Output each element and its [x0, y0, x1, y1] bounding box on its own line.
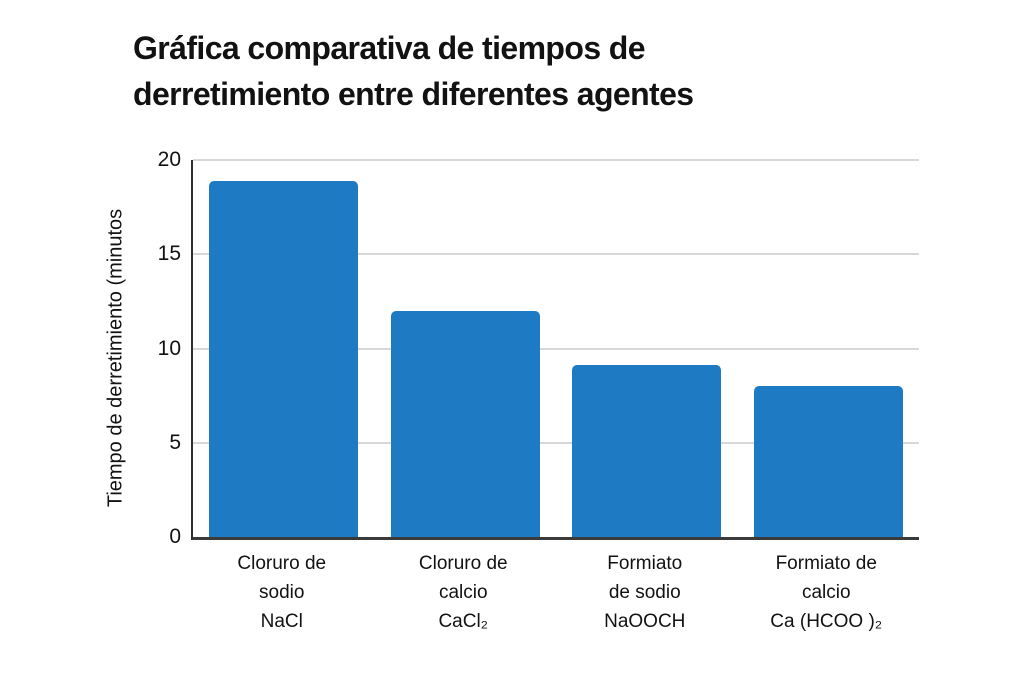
y-ticks-layer: 0 5 10 15 20 — [0, 148, 181, 548]
y-tick-label-20: 20 — [157, 148, 181, 171]
x-tick-label-line: Ca (HCOO )₂ — [770, 611, 883, 632]
bar-slot-3 — [556, 160, 738, 537]
gridline-20 — [193, 159, 919, 161]
plot-area — [191, 159, 919, 540]
x-tick-label-line: Formiato — [607, 553, 683, 574]
x-tick-label-line: Cloruro de — [418, 553, 508, 574]
x-tick-label-line: NaCl — [260, 611, 303, 632]
y-tick-label-15: 15 — [157, 242, 181, 266]
bar-slot-4 — [738, 160, 920, 537]
bar-1 — [209, 180, 359, 537]
chart-title: Gráfica comparativa de tiempos de derret… — [133, 25, 694, 117]
y-tick-label-5: 5 — [169, 430, 181, 454]
x-tick-label-4: Formiato de calcio Ca (HCOO )₂ — [736, 549, 918, 636]
bar-3 — [572, 365, 722, 537]
gridline-15 — [193, 253, 919, 256]
x-tick-label-line: de sodio — [608, 582, 681, 603]
x-tick-label-line: CaCl₂ — [438, 611, 489, 632]
bar-slot-1 — [193, 160, 375, 537]
chart-title-line-2: derretimiento entre diferentes agentes — [133, 76, 694, 112]
x-tick-label-1: Cloruro de sodio NaCl — [191, 549, 373, 636]
bar-4 — [753, 386, 903, 537]
x-tick-label-line: sodio — [259, 582, 305, 603]
bar-2 — [390, 310, 540, 537]
x-tick-label-line: NaOOCH — [604, 611, 686, 632]
y-tick-label-0: 0 — [169, 525, 181, 548]
x-tick-label-line: Cloruro de — [237, 553, 327, 574]
x-tick-label-line: calcio — [438, 582, 488, 603]
x-tick-label-line: calcio — [801, 582, 851, 603]
gridline-10 — [193, 347, 919, 350]
bars-row — [193, 160, 919, 537]
x-tick-label-line: Formiato de — [775, 553, 877, 574]
gridline-5 — [193, 441, 919, 444]
bar-slot-2 — [375, 160, 557, 537]
x-tick-label-2: Cloruro de calcio CaCl₂ — [373, 549, 555, 636]
y-tick-label-10: 10 — [157, 336, 181, 360]
chart-title-line-1: Gráfica comparativa de tiempos de — [133, 30, 646, 66]
x-tick-label-3: Formiato de sodio NaOOCH — [554, 549, 736, 636]
x-labels-row: Cloruro de sodio NaCl Cloruro de calcio CaCl₂… — [191, 549, 917, 636]
